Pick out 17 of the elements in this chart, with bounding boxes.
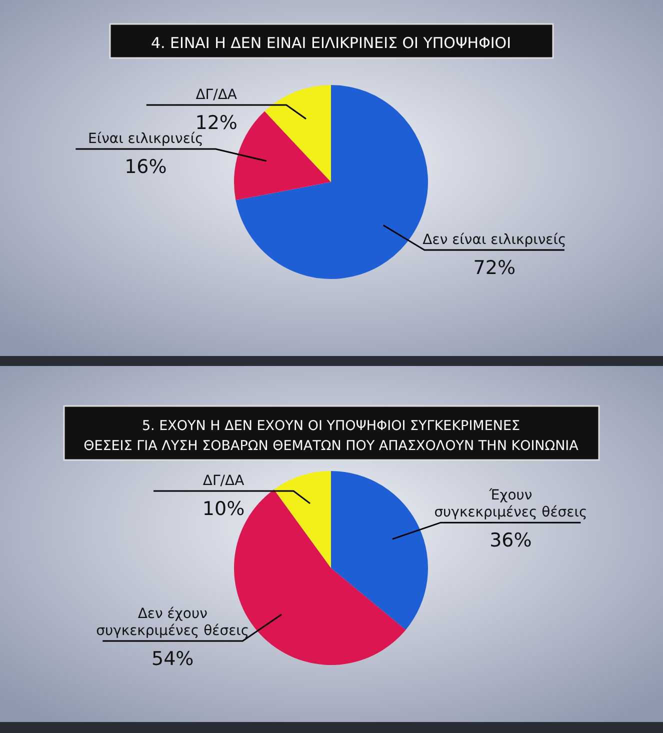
data-label: 72% — [473, 257, 516, 280]
data-label: 36% — [490, 530, 532, 552]
data-label: 54% — [151, 648, 194, 670]
slice-label: Είναι ειλικρινείς — [88, 131, 204, 148]
chart-title: 5. ΕΧΟΥΝ Η ΔΕΝ ΕΧΟΥΝ ΟΙ ΥΠΟΨΗΦΙΟΙ ΣΥΓΚΕΚΡΙΜΕΝΕΣ ΘΕΣΕΙΣ ΓΙΑ ΛΥΣΗ ΣΟΒΑΡΩΝ ΘΕΜΑΤΩΝ ΠΟΥ ΑΠΑΣΧΟΛΟΥΝ ΤΗΝ ΚΟΙΝΩΝΙΑ — [84, 418, 580, 454]
slice-label: Δεν έχουν συγκεκριμένες θέσεις — [96, 606, 250, 640]
slice-label: Δεν είναι ειλικρινείς — [422, 232, 566, 248]
slice-label: ΔΓ/ΔΑ — [202, 473, 245, 489]
data-label: 16% — [124, 156, 167, 178]
pie-slice — [274, 471, 331, 568]
data-label: 12% — [195, 112, 238, 134]
chart-title: 4. ΕΙΝΑΙ Η ΔΕΝ ΕΙΝΑΙ ΕΙΛΙΚΡΙΝΕΙΣ ΟΙ ΥΠΟΨΗΦΙΟΙ — [150, 34, 512, 52]
data-label: 10% — [202, 498, 245, 520]
pie-slice — [264, 85, 331, 182]
pie-slice — [331, 471, 428, 630]
slice-label: Έχουν συγκεκριμένες θέσεις — [434, 488, 588, 521]
slice-label: ΔΓ/ΔΑ — [196, 87, 238, 103]
